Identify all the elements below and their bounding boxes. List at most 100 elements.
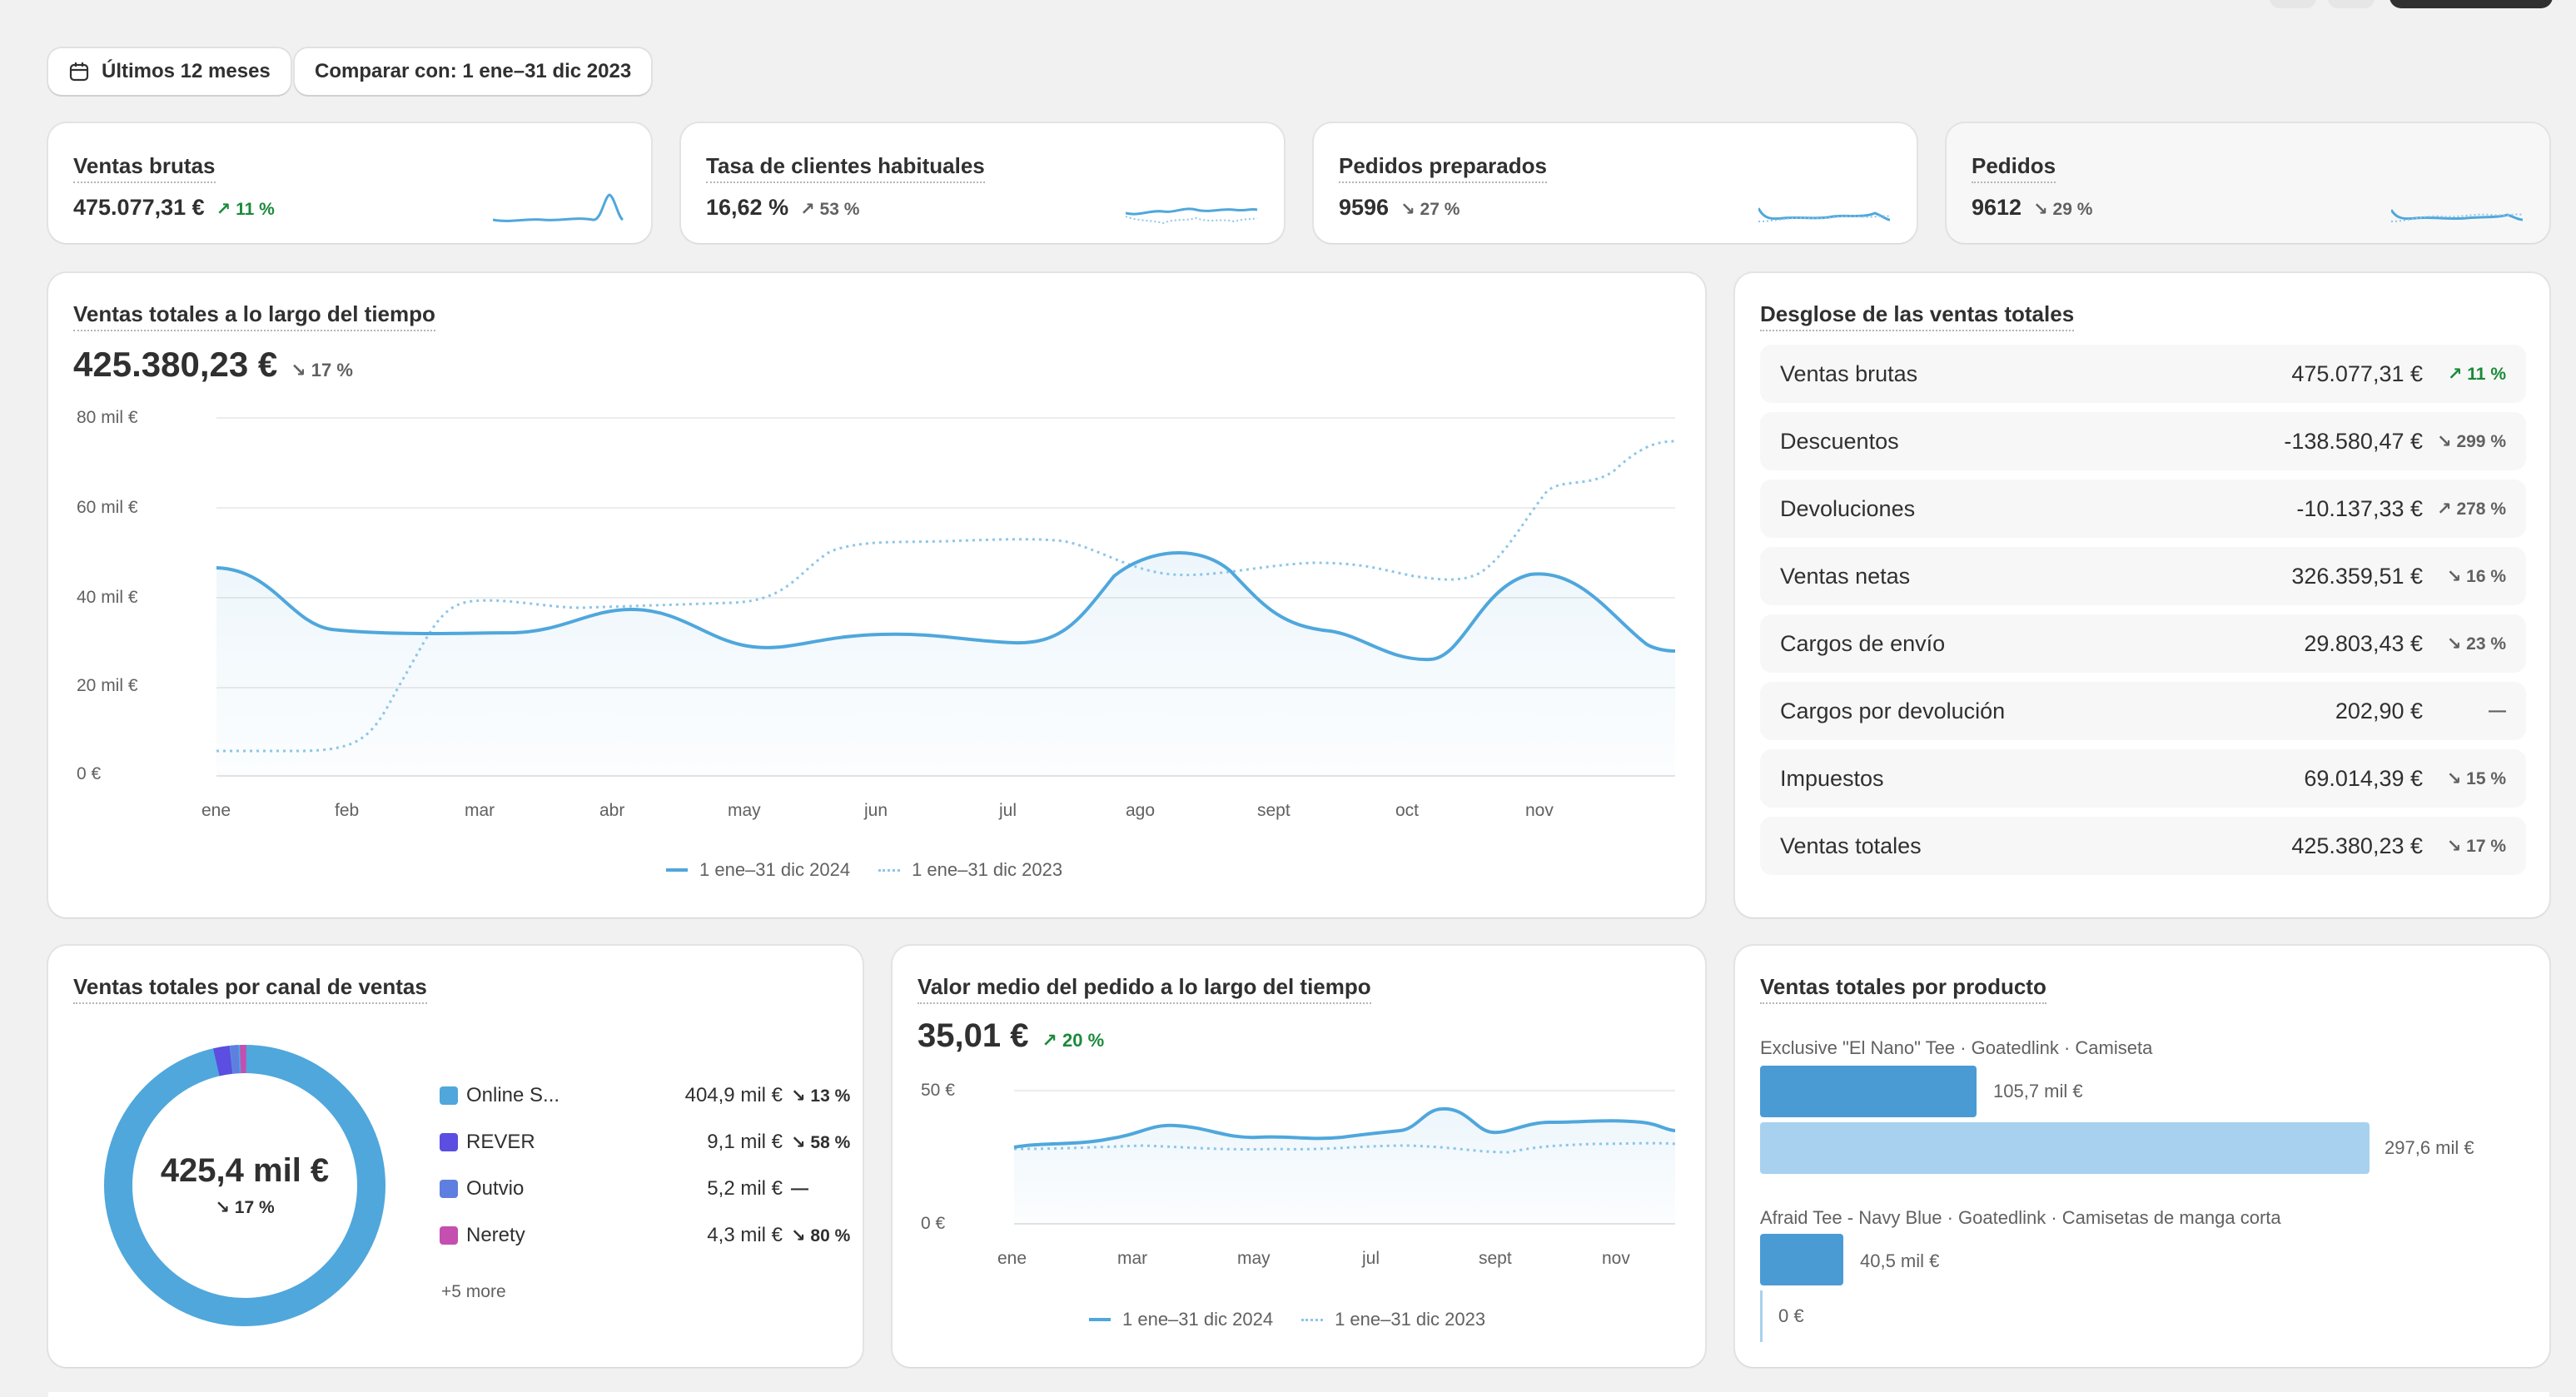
card-title: Ventas totales por canal de ventas [73, 974, 427, 1004]
swatch [440, 1226, 458, 1245]
x-tick: ene [201, 801, 231, 820]
channel-row-outvio[interactable]: Outvio 5,2 mil € — [440, 1172, 808, 1206]
product-bar-previous[interactable] [1760, 1290, 1763, 1342]
kpi-value: 475.077,31 € ↗ 11 % [73, 195, 275, 220]
calendar-icon [69, 62, 89, 82]
kpi-card-gross-sales[interactable]: Ventas brutas 475.077,31 € ↗ 11 % [48, 123, 651, 243]
swatch [440, 1086, 458, 1105]
series-2024-line [216, 550, 1676, 662]
date-range-label: Últimos 12 meses [102, 60, 271, 82]
channels-more-link[interactable]: +5 more [441, 1282, 506, 1301]
top-icon-button-1[interactable] [2270, 0, 2316, 8]
product-name: Exclusive "El Nano" Tee · Goatedlink · C… [1760, 1037, 2153, 1058]
kpi-sparkline [1126, 207, 1258, 225]
y-tick: 60 mil € [77, 498, 138, 517]
kpi-title: Ventas brutas [73, 153, 216, 183]
product-bar-previous[interactable] [1760, 1122, 2370, 1174]
x-tick: feb [335, 801, 360, 820]
x-tick: nov [1602, 1249, 1630, 1268]
channel-row-nerety[interactable]: Nerety 4,3 mil € ↘ 80 % [440, 1219, 850, 1252]
channels-card: Ventas totales por canal de ventas 425,4… [48, 946, 863, 1367]
top-primary-button[interactable] [2390, 0, 2553, 8]
kpi-title: Pedidos preparados [1339, 153, 1547, 183]
breakdown-card: Desglose de las ventas totales Ventas br… [1735, 273, 2549, 917]
x-tick: ago [1126, 801, 1156, 820]
channels-donut-chart[interactable] [103, 1044, 386, 1327]
kpi-delta: ↘ 29 % [2033, 200, 2093, 219]
x-tick: oct [1395, 801, 1420, 820]
y-tick: 0 € [77, 764, 102, 783]
breakdown-row-gross[interactable]: Ventas brutas 475.077,31 € ↗ 11 % [1760, 345, 2526, 403]
y-tick: 50 € [921, 1081, 955, 1100]
product-name: Afraid Tee - Navy Blue · Goatedlink · Ca… [1760, 1207, 2281, 1228]
sales-total-delta: ↘ 17 % [291, 360, 353, 380]
product-bar-previous-label: 297,6 mil € [2385, 1137, 2474, 1158]
aov-line-chart[interactable] [893, 946, 1705, 1295]
x-tick: may [1237, 1249, 1271, 1268]
channel-row-rever[interactable]: REVER 9,1 mil € ↘ 58 % [440, 1126, 850, 1159]
x-tick: jul [1362, 1249, 1380, 1268]
top-icon-button-2[interactable] [2328, 0, 2375, 8]
x-tick: abr [599, 801, 625, 820]
channel-row-online[interactable]: Online S... 404,9 mil € ↘ 13 % [440, 1079, 850, 1112]
breakdown-row-discounts[interactable]: Descuentos -138.580,47 € ↘ 299 % [1760, 412, 2526, 470]
compare-label: Comparar con: 1 ene–31 dic 2023 [315, 60, 632, 82]
product-bar-current[interactable] [1760, 1066, 1977, 1117]
breakdown-row-taxes[interactable]: Impuestos 69.014,39 € ↘ 15 % [1760, 749, 2526, 808]
x-tick: jul [999, 801, 1017, 820]
x-tick: ene [997, 1249, 1027, 1268]
legend-dotted-swatch [1301, 1318, 1324, 1321]
y-tick: 0 € [921, 1214, 946, 1233]
legend-solid-swatch [666, 868, 688, 872]
kpi-value: 16,62 % ↗ 53 % [706, 195, 860, 220]
product-bar-previous-label: 0 € [1778, 1305, 1804, 1326]
kpi-delta: ↘ 27 % [1400, 200, 1460, 219]
compare-button[interactable]: Comparar con: 1 ene–31 dic 2023 [295, 48, 652, 95]
breakdown-row-returns[interactable]: Devoluciones -10.137,33 € ↗ 278 % [1760, 480, 2526, 538]
chart-legend[interactable]: 1 ene–31 dic 2024 1 ene–31 dic 2023 [666, 859, 1062, 881]
breakdown-row-total[interactable]: Ventas totales 425.380,23 € ↘ 17 % [1760, 817, 2526, 875]
y-tick: 20 mil € [77, 676, 138, 695]
date-range-button[interactable]: Últimos 12 meses [48, 48, 291, 95]
donut-total: 425,4 mil € [160, 1152, 330, 1189]
kpi-sparkline [1758, 207, 1891, 222]
card-title: Desglose de las ventas totales [1760, 301, 2075, 331]
kpi-title: Pedidos [1972, 153, 2056, 183]
legend-dotted-swatch [878, 868, 901, 872]
sales-line-chart[interactable] [48, 273, 1705, 856]
aov-delta: ↗ 20 % [1042, 1030, 1105, 1051]
card-title: Valor medio del pedido a lo largo del ti… [918, 974, 1371, 1004]
x-tick: jun [864, 801, 888, 820]
kpi-sparkline [493, 193, 624, 222]
swatch [440, 1180, 458, 1198]
sales-over-time-card: Ventas totales a lo largo del tiempo 425… [48, 273, 1705, 917]
legend-compare: 1 ene–31 dic 2023 [912, 859, 1063, 880]
legend-current: 1 ene–31 dic 2024 [1122, 1309, 1274, 1330]
kpi-card-orders[interactable]: Pedidos 9612 ↘ 29 % [1947, 123, 2549, 243]
swatch [440, 1133, 458, 1151]
breakdown-row-net[interactable]: Ventas netas 326.359,51 € ↘ 16 % [1760, 547, 2526, 605]
x-tick: may [728, 801, 761, 820]
x-tick: sept [1479, 1249, 1512, 1268]
breakdown-row-return-fees[interactable]: Cargos por devolución 202,90 € — [1760, 682, 2526, 740]
donut-delta: ↘ 17 % [215, 1198, 275, 1217]
card-title: Ventas totales por producto [1760, 974, 2046, 1004]
kpi-delta: ↗ 11 % [216, 200, 275, 219]
kpi-title: Tasa de clientes habituales [706, 153, 985, 183]
kpi-card-fulfilled-orders[interactable]: Pedidos preparados 9596 ↘ 27 % [1314, 123, 1917, 243]
legend-compare: 1 ene–31 dic 2023 [1335, 1309, 1486, 1330]
kpi-value: 9612 ↘ 29 % [1972, 195, 2093, 220]
sales-total-value: 425.380,23 € ↘ 17 % [73, 345, 353, 384]
card-title: Ventas totales a lo largo del tiempo [73, 301, 435, 331]
chart-legend[interactable]: 1 ene–31 dic 2024 1 ene–31 dic 2023 [1089, 1309, 1485, 1330]
product-bar-current[interactable] [1760, 1234, 1843, 1285]
kpi-delta: ↗ 53 % [800, 200, 860, 219]
product-bar-current-label: 40,5 mil € [1860, 1250, 1940, 1271]
breakdown-row-shipping[interactable]: Cargos de envío 29.803,43 € ↘ 23 % [1760, 614, 2526, 673]
next-row-card-edge [48, 1392, 2549, 1397]
series-2024-area [216, 552, 1675, 776]
kpi-card-returning-rate[interactable]: Tasa de clientes habituales 16,62 % ↗ 53 … [681, 123, 1284, 243]
x-tick: mar [465, 801, 495, 820]
y-tick: 80 mil € [77, 408, 138, 427]
x-tick: sept [1257, 801, 1290, 820]
